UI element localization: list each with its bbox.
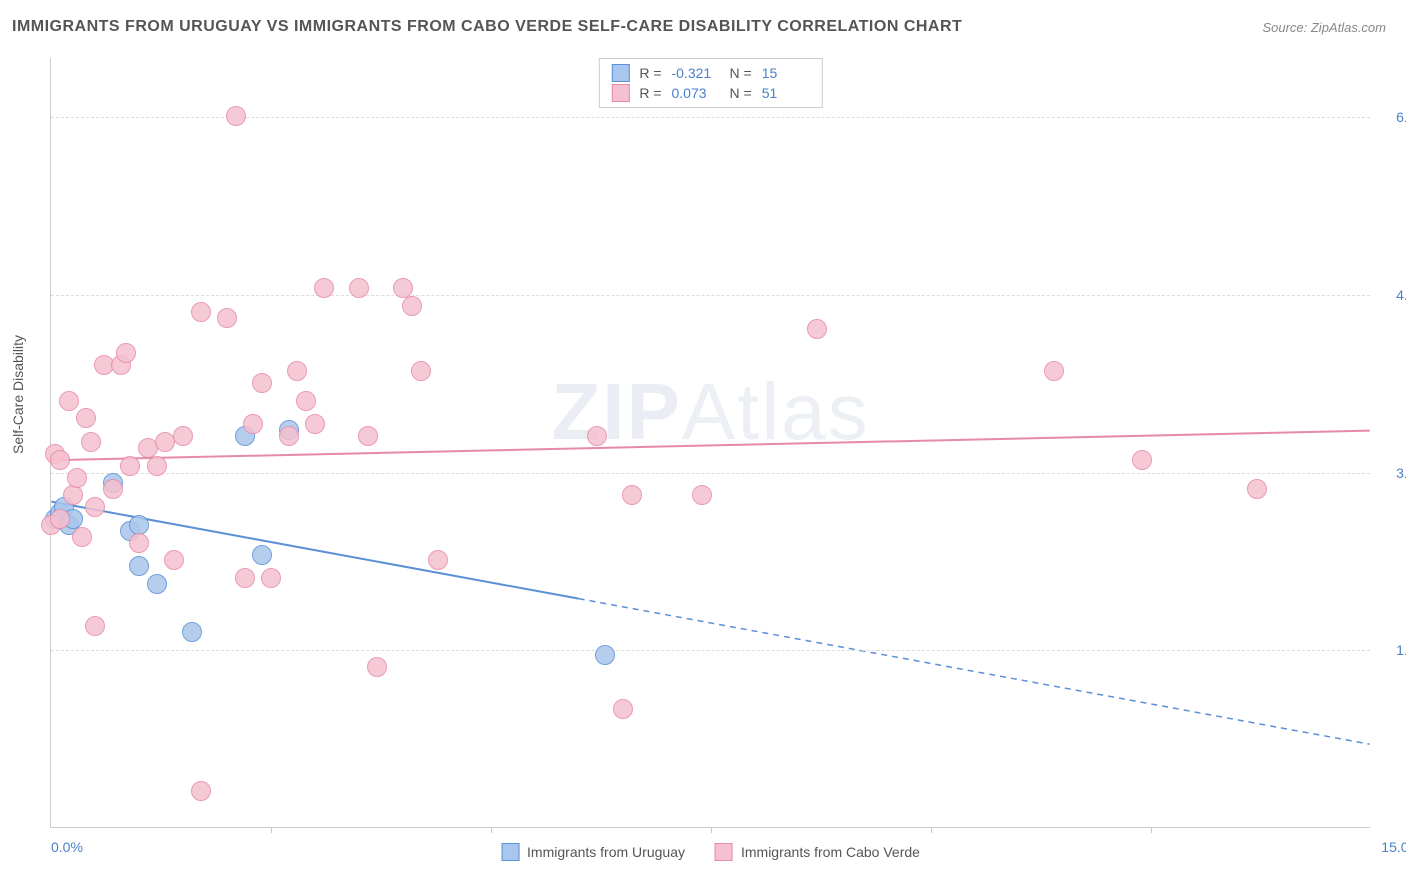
data-point-cabo_verde <box>1247 479 1267 499</box>
x-tick-label: 0.0% <box>51 839 83 855</box>
x-tick <box>931 827 932 833</box>
data-point-cabo_verde <box>63 485 83 505</box>
data-point-cabo_verde <box>217 308 237 328</box>
y-tick-label: 1.5% <box>1396 642 1406 658</box>
gridline <box>51 650 1370 651</box>
data-point-cabo_verde <box>349 278 369 298</box>
data-point-cabo_verde <box>59 391 79 411</box>
data-point-cabo_verde <box>314 278 334 298</box>
source-label: Source: ZipAtlas.com <box>1262 20 1386 35</box>
data-point-cabo_verde <box>81 432 101 452</box>
x-tick <box>1151 827 1152 833</box>
y-tick-label: 3.0% <box>1396 465 1406 481</box>
data-point-cabo_verde <box>243 414 263 434</box>
legend-swatch-uruguay <box>501 843 519 861</box>
legend-label: Immigrants from Cabo Verde <box>741 844 920 860</box>
data-point-cabo_verde <box>50 450 70 470</box>
data-point-uruguay <box>595 645 615 665</box>
r-value: 0.073 <box>672 85 720 101</box>
stats-row-cabo_verde: R = 0.073 N = 51 <box>611 83 809 103</box>
stats-row-uruguay: R = -0.321 N = 15 <box>611 63 809 83</box>
stats-box: R = -0.321 N = 15 R = 0.073 N = 51 <box>598 58 822 108</box>
data-point-cabo_verde <box>235 568 255 588</box>
r-value: -0.321 <box>672 65 720 81</box>
chart-title: IMMIGRANTS FROM URUGUAY VS IMMIGRANTS FR… <box>12 18 962 36</box>
data-point-cabo_verde <box>76 408 96 428</box>
data-point-cabo_verde <box>402 296 422 316</box>
swatch-uruguay <box>611 64 629 82</box>
data-point-cabo_verde <box>67 468 87 488</box>
gridline <box>51 473 1370 474</box>
y-axis-label: Self-Care Disability <box>10 335 26 454</box>
data-point-cabo_verde <box>279 426 299 446</box>
swatch-cabo_verde <box>611 84 629 102</box>
data-point-cabo_verde <box>120 456 140 476</box>
data-point-cabo_verde <box>261 568 281 588</box>
data-point-cabo_verde <box>622 485 642 505</box>
data-point-cabo_verde <box>296 391 316 411</box>
plot-area: ZIPAtlas R = -0.321N = 15R = 0.073N = 51… <box>50 58 1370 828</box>
r-label: R = <box>639 65 661 81</box>
data-point-cabo_verde <box>411 361 431 381</box>
trend-line-dashed-uruguay <box>579 599 1370 745</box>
data-point-uruguay <box>252 545 272 565</box>
data-point-cabo_verde <box>50 509 70 529</box>
data-point-cabo_verde <box>252 373 272 393</box>
r-label: R = <box>639 85 661 101</box>
data-point-cabo_verde <box>1044 361 1064 381</box>
data-point-cabo_verde <box>116 343 136 363</box>
chart-container: IMMIGRANTS FROM URUGUAY VS IMMIGRANTS FR… <box>0 0 1406 892</box>
gridline <box>51 295 1370 296</box>
data-point-cabo_verde <box>587 426 607 446</box>
y-tick-label: 6.0% <box>1396 109 1406 125</box>
data-point-cabo_verde <box>358 426 378 446</box>
legend-item-uruguay: Immigrants from Uruguay <box>501 843 685 861</box>
n-label: N = <box>730 65 752 81</box>
legend-label: Immigrants from Uruguay <box>527 844 685 860</box>
x-tick-label: 15.0% <box>1381 839 1406 855</box>
data-point-cabo_verde <box>287 361 307 381</box>
bottom-legend: Immigrants from Uruguay Immigrants from C… <box>501 843 920 861</box>
x-tick <box>491 827 492 833</box>
data-point-cabo_verde <box>85 616 105 636</box>
data-point-cabo_verde <box>103 479 123 499</box>
data-point-cabo_verde <box>1132 450 1152 470</box>
data-point-uruguay <box>147 574 167 594</box>
data-point-cabo_verde <box>367 657 387 677</box>
n-value: 15 <box>762 65 810 81</box>
x-tick <box>271 827 272 833</box>
data-point-cabo_verde <box>305 414 325 434</box>
y-tick-label: 4.5% <box>1396 287 1406 303</box>
data-point-cabo_verde <box>147 456 167 476</box>
data-point-uruguay <box>129 556 149 576</box>
legend-item-cabo_verde: Immigrants from Cabo Verde <box>715 843 920 861</box>
x-tick <box>711 827 712 833</box>
data-point-cabo_verde <box>428 550 448 570</box>
data-point-cabo_verde <box>613 699 633 719</box>
data-point-cabo_verde <box>226 106 246 126</box>
data-point-cabo_verde <box>72 527 92 547</box>
trend-line-uruguay <box>51 502 578 599</box>
data-point-cabo_verde <box>173 426 193 446</box>
data-point-cabo_verde <box>85 497 105 517</box>
data-point-cabo_verde <box>191 302 211 322</box>
data-point-uruguay <box>182 622 202 642</box>
data-point-cabo_verde <box>164 550 184 570</box>
data-point-cabo_verde <box>191 781 211 801</box>
data-point-cabo_verde <box>807 319 827 339</box>
n-value: 51 <box>762 85 810 101</box>
data-point-cabo_verde <box>692 485 712 505</box>
gridline <box>51 117 1370 118</box>
data-point-cabo_verde <box>129 533 149 553</box>
n-label: N = <box>730 85 752 101</box>
legend-swatch-cabo_verde <box>715 843 733 861</box>
